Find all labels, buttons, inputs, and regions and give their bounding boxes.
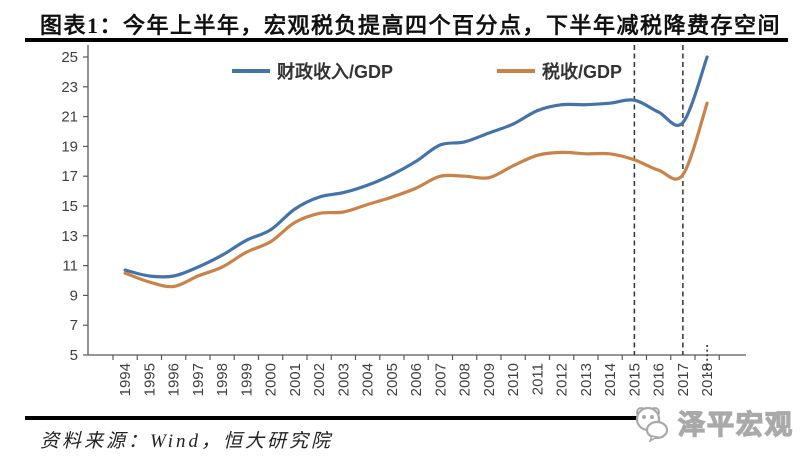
y-tick-label: 9 [70,287,78,304]
x-tick-label: 2009 [481,363,498,396]
x-tick-label: 1999 [238,363,255,396]
x-tick-label: 2018 [699,363,716,396]
y-tick-label: 23 [61,79,78,96]
x-tick-label: 2003 [335,363,352,396]
x-tick-label: 1995 [141,363,158,396]
y-tick-label: 21 [61,109,78,126]
x-tick-label: 2001 [287,363,304,396]
x-tick-label: 2008 [457,363,474,396]
y-tick-label: 11 [62,258,78,275]
y-tick-label: 5 [70,347,78,364]
y-tick-label: 25 [61,49,78,66]
panda-chat-icon [635,406,669,442]
x-tick-label: 2016 [651,363,668,396]
x-tick-label: 2005 [384,363,401,396]
title-underline [25,38,788,42]
fiscal-revenue-line [123,55,709,279]
x-tick-label: 2017 [675,363,692,396]
watermark-text: 泽平宏观 [677,409,794,440]
x-tick-label: 2000 [263,363,280,396]
y-tick-label: 7 [70,317,78,334]
x-tick-label: 2010 [505,363,522,396]
x-tick-label: 2015 [626,363,643,396]
source-note: 资料来源：Wind，恒大研究院 [40,431,334,452]
y-tick-label: 13 [61,228,78,245]
source-rule [25,416,657,420]
x-tick-label: 1996 [166,363,183,396]
legend-tax-label: 税收/GDP [542,61,622,82]
x-tick-label: 1998 [214,363,231,396]
x-tick-label: 2012 [554,363,571,396]
y-tick-label: 17 [61,168,78,185]
legend-fiscal-label: 财政收入/GDP [277,61,393,82]
y-tick-label: 19 [61,138,78,155]
x-tick-label: 2011 [529,363,546,395]
x-tick-label: 2006 [408,363,425,396]
y-tick-label: 15 [61,198,78,215]
x-tick-label: 1994 [117,363,134,396]
chart-title: 图表1：今年上半年，宏观税负提高四个百分点，下半年减税降费存空间 [40,13,782,38]
x-tick-label: 2002 [311,363,328,396]
x-tick-label: 1997 [190,363,207,396]
watermark-logo: 泽平宏观 [628,402,794,442]
tax-revenue-line [123,101,709,289]
x-tick-label: 2014 [602,363,619,396]
x-tick-label: 2007 [432,363,449,396]
x-tick-label: 2004 [360,363,377,396]
x-tick-label: 2013 [578,363,595,396]
